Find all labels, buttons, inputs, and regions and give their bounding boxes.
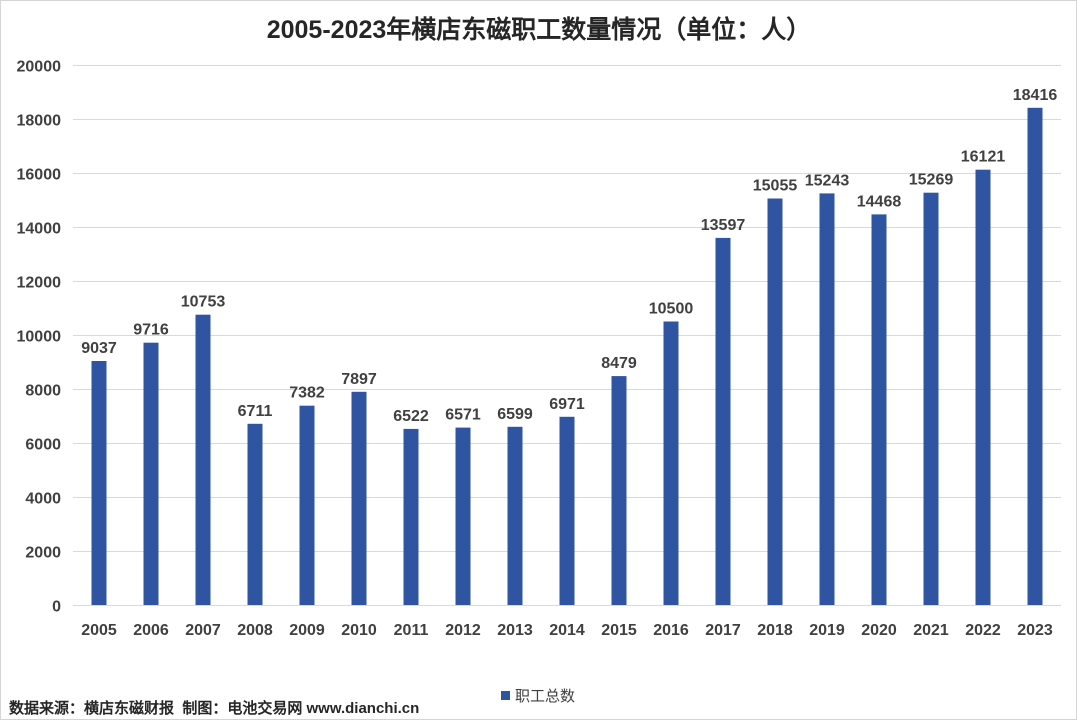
data-label: 10500 bbox=[649, 301, 694, 318]
data-label: 15055 bbox=[753, 178, 798, 195]
data-label: 9716 bbox=[133, 322, 169, 339]
x-tick-label: 2012 bbox=[445, 622, 481, 639]
data-labels: 9037 9716 10753 6711 7382 7897 6522 6571 6599 697… bbox=[81, 87, 1057, 425]
data-label: 9037 bbox=[81, 340, 117, 357]
bar bbox=[819, 193, 835, 605]
y-tick-label: 8000 bbox=[25, 383, 61, 400]
y-tick-label: 20000 bbox=[17, 59, 62, 76]
bar bbox=[91, 361, 107, 605]
y-tick-label: 4000 bbox=[25, 491, 61, 508]
y-tick-label: 12000 bbox=[17, 275, 62, 292]
x-tick-label: 2013 bbox=[497, 622, 533, 639]
x-axis-tick-labels: 2005 2006 2007 2008 2009 2010 2011 2012 2013 2014… bbox=[81, 622, 1053, 639]
data-label: 6599 bbox=[497, 406, 533, 423]
data-label: 8479 bbox=[601, 355, 637, 372]
data-label: 6522 bbox=[393, 408, 429, 425]
x-tick-label: 2009 bbox=[289, 622, 325, 639]
legend-swatch bbox=[501, 691, 510, 700]
x-tick-label: 2019 bbox=[809, 622, 845, 639]
data-label: 16121 bbox=[961, 149, 1006, 166]
y-tick-label: 16000 bbox=[17, 167, 62, 184]
x-tick-label: 2016 bbox=[653, 622, 689, 639]
bar bbox=[559, 416, 575, 605]
x-tick-label: 2017 bbox=[705, 622, 741, 639]
gridlines bbox=[73, 65, 1061, 606]
data-label: 13597 bbox=[701, 217, 746, 234]
y-tick-label: 18000 bbox=[17, 113, 62, 130]
data-label: 10753 bbox=[181, 294, 226, 311]
bar bbox=[611, 376, 627, 605]
data-label: 7897 bbox=[341, 371, 377, 388]
y-tick-label: 10000 bbox=[17, 329, 62, 346]
bar bbox=[403, 428, 419, 605]
data-label: 14468 bbox=[857, 193, 902, 210]
x-tick-label: 2011 bbox=[394, 622, 429, 639]
x-tick-label: 2014 bbox=[549, 622, 585, 639]
bar bbox=[1027, 107, 1043, 606]
bar bbox=[455, 427, 471, 605]
bar bbox=[923, 192, 939, 605]
x-tick-label: 2023 bbox=[1017, 622, 1053, 639]
x-tick-label: 2018 bbox=[757, 622, 793, 639]
bar bbox=[299, 405, 315, 605]
x-tick-label: 2015 bbox=[601, 622, 637, 639]
x-tick-label: 2021 bbox=[913, 622, 949, 639]
data-label: 6571 bbox=[445, 407, 481, 424]
bar bbox=[195, 314, 211, 605]
legend-label: 职工总数 bbox=[515, 688, 575, 705]
data-label: 6711 bbox=[238, 403, 273, 420]
data-label: 15269 bbox=[909, 172, 954, 189]
x-tick-label: 2010 bbox=[341, 622, 377, 639]
bar bbox=[247, 423, 263, 605]
x-tick-label: 2005 bbox=[81, 622, 117, 639]
x-tick-label: 2020 bbox=[861, 622, 897, 639]
bar bbox=[143, 342, 159, 605]
bar bbox=[663, 321, 679, 605]
bar bbox=[351, 391, 367, 605]
legend: 职工总数 bbox=[501, 688, 575, 705]
bar bbox=[871, 214, 887, 605]
y-tick-label: 6000 bbox=[25, 437, 61, 454]
bar bbox=[715, 237, 731, 605]
bar bbox=[767, 198, 783, 605]
chart-title: 2005-2023年横店东磁职工数量情况（单位：人） bbox=[267, 15, 812, 44]
data-label: 7382 bbox=[289, 385, 325, 402]
x-tick-label: 2006 bbox=[133, 622, 169, 639]
bar bbox=[507, 426, 523, 605]
data-label: 18416 bbox=[1013, 87, 1058, 104]
x-tick-label: 2008 bbox=[237, 622, 273, 639]
data-label: 15243 bbox=[805, 172, 850, 189]
x-tick-label: 2007 bbox=[185, 622, 221, 639]
y-axis-tick-labels: 0 2000 4000 6000 8000 10000 12000 14000 16000 180… bbox=[17, 59, 62, 616]
y-tick-label: 14000 bbox=[17, 221, 62, 238]
bars bbox=[91, 107, 1043, 606]
x-tick-label: 2022 bbox=[965, 622, 1001, 639]
source-note: 数据来源：横店东磁财报 制图：电池交易网 www.dianchi.cn bbox=[9, 699, 419, 717]
y-tick-label: 0 bbox=[52, 599, 61, 616]
y-tick-label: 2000 bbox=[25, 545, 61, 562]
data-label: 6971 bbox=[549, 396, 585, 413]
bar bbox=[975, 169, 991, 605]
